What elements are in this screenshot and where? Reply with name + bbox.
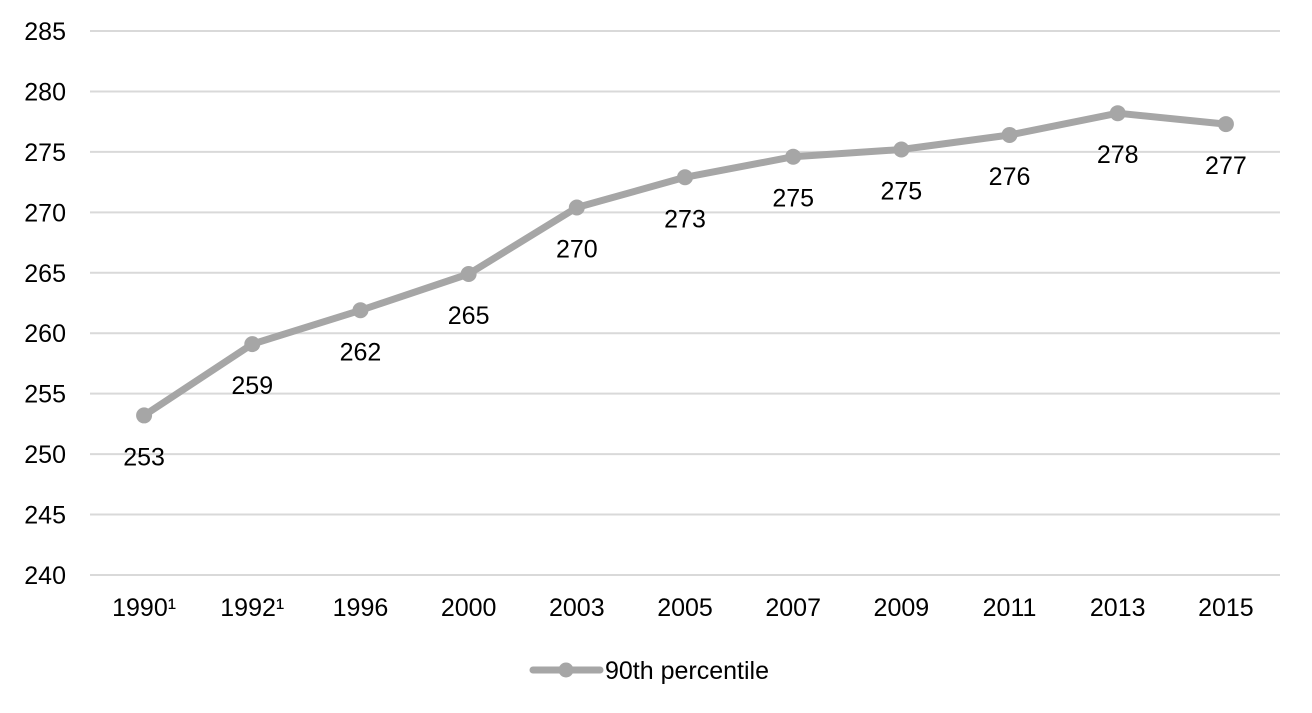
data-label: 275 xyxy=(772,185,814,213)
y-tick-label: 275 xyxy=(24,139,66,167)
data-label: 259 xyxy=(231,372,273,400)
y-tick-label: 265 xyxy=(24,260,66,288)
data-point xyxy=(352,302,369,319)
data-point xyxy=(1109,105,1126,122)
data-label: 278 xyxy=(1097,141,1139,169)
data-label: 273 xyxy=(664,205,706,233)
x-tick-label: 2013 xyxy=(1090,594,1146,622)
data-label: 275 xyxy=(881,177,923,205)
data-point xyxy=(460,265,477,282)
x-tick-label: 1996 xyxy=(333,594,389,622)
data-point xyxy=(136,407,153,424)
x-tick-label: 1992¹ xyxy=(220,594,284,622)
data-point xyxy=(677,169,693,186)
x-tick-label: 2009 xyxy=(874,594,930,622)
data-label: 276 xyxy=(989,163,1031,191)
y-tick-label: 250 xyxy=(24,441,66,469)
data-point xyxy=(893,141,910,158)
legend: 90th percentile xyxy=(529,657,769,685)
x-tick-label: 2015 xyxy=(1198,594,1254,622)
x-tick-label: 2005 xyxy=(657,594,713,622)
data-label: 270 xyxy=(556,235,598,263)
data-point xyxy=(244,336,261,353)
x-tick-label: 2003 xyxy=(549,594,605,622)
data-label: 262 xyxy=(340,338,382,366)
series-90th-percentile xyxy=(136,105,1234,424)
y-tick-label: 280 xyxy=(24,78,66,106)
gridlines xyxy=(90,30,1280,576)
data-labels: 253 259 262 265 270 273 275 275 276 278 277 xyxy=(123,141,1247,471)
y-tick-label: 260 xyxy=(24,320,66,348)
data-point xyxy=(1217,116,1234,133)
x-tick-label: 2011 xyxy=(983,594,1037,622)
legend-marker-swatch xyxy=(558,662,574,678)
data-label: 265 xyxy=(448,302,490,330)
x-tick-label: 2000 xyxy=(441,594,497,622)
data-label: 253 xyxy=(123,443,165,471)
y-tick-label: 255 xyxy=(24,381,66,409)
x-tick-label: 1990¹ xyxy=(112,594,176,622)
legend-label: 90th percentile xyxy=(605,657,769,685)
y-tick-label: 245 xyxy=(24,502,66,530)
y-tick-label: 270 xyxy=(24,199,66,227)
data-point xyxy=(568,199,585,216)
y-tick-label: 285 xyxy=(24,18,66,46)
data-point xyxy=(1001,126,1018,143)
x-axis-ticks: 1990¹ 1992¹ 1996 2000 2003 2005 2007 2009 2011 20… xyxy=(112,594,1254,622)
x-tick-label: 2007 xyxy=(765,594,821,622)
y-axis-ticks: 240 245 250 255 260 265 270 275 280 285 xyxy=(24,18,66,590)
data-point xyxy=(785,148,802,165)
y-tick-label: 240 xyxy=(24,562,66,590)
data-label: 277 xyxy=(1205,152,1247,180)
series-line xyxy=(140,109,1230,419)
